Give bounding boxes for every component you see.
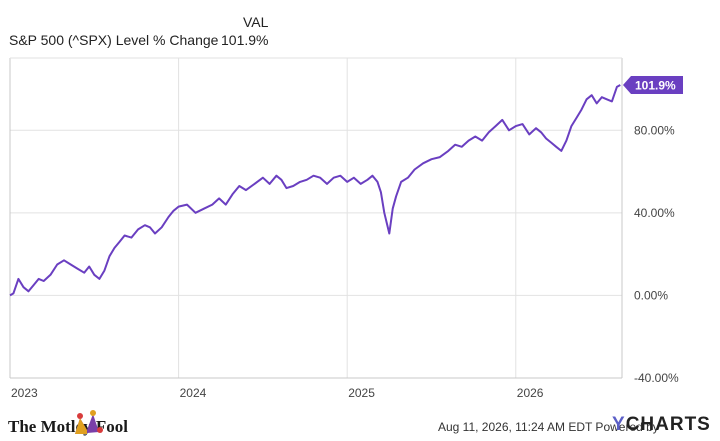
- motley-fool-logo[interactable]: The Motley Fool: [8, 417, 128, 436]
- series-layer: [9, 84, 621, 297]
- tick-labels: -40.00% 0.00% 40.00% 80.00% 2023 2024 2025 2026: [11, 123, 679, 400]
- jester-hat-icon: [75, 410, 103, 434]
- x-tick-label: 2023: [11, 386, 38, 400]
- grid-lines: [9, 58, 622, 379]
- x-tick-label: 2025: [348, 386, 375, 400]
- ycharts-logo-text: CHARTS: [625, 414, 711, 435]
- x-tick-label: 2026: [517, 386, 544, 400]
- timestamp-powered-by: Aug 11, 2026, 11:24 AM EDT Powered by: [438, 420, 659, 434]
- ycharts-logo-y: Y: [612, 414, 626, 435]
- end-label-text: 101.9%: [635, 79, 676, 93]
- x-tick-label: 2024: [180, 386, 207, 400]
- y-tick-label: 80.00%: [634, 123, 675, 137]
- y-tick-label: -40.00%: [634, 371, 679, 385]
- series-line: [9, 84, 621, 297]
- legend-series-label: S&P 500 (^SPX) Level % Change: [9, 32, 219, 48]
- chart-footer: The Motley Fool Aug 11, 2026, 11:24 AM E…: [0, 410, 720, 441]
- chart-axes: [9, 57, 623, 379]
- ycharts-logo[interactable]: YCHARTS: [612, 414, 711, 436]
- end-value-label: 101.9%: [623, 76, 683, 95]
- end-label-badge: [623, 76, 683, 95]
- legend-series-value: 101.9%: [221, 32, 269, 48]
- y-tick-label: 40.00%: [634, 206, 675, 220]
- y-tick-label: 0.00%: [634, 288, 668, 302]
- legend-column-header: VAL: [243, 14, 269, 30]
